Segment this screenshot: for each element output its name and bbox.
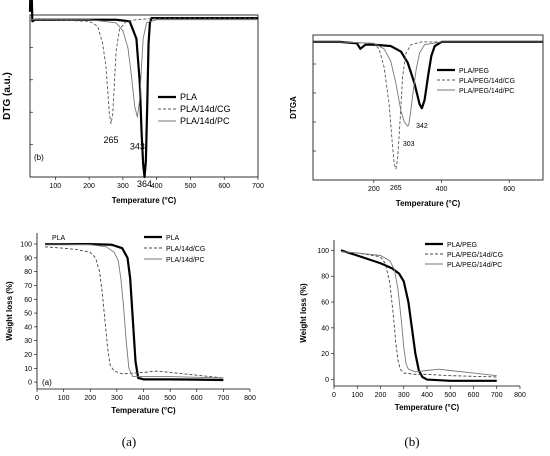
y-tick-label: 30	[24, 338, 32, 345]
peak-annotation: 343	[130, 141, 145, 151]
legend-label: PLA/14d/PC	[180, 116, 230, 126]
x-tick-label: 600	[218, 183, 230, 190]
x-axis-title: Temperature (°C)	[395, 403, 460, 412]
x-axis-title: Temperature (°C)	[112, 196, 177, 205]
x-tick-label: 300	[398, 392, 410, 399]
legend-label: PLA/PEG/14d/CG	[447, 252, 503, 259]
x-axis-title: Temperature (°C)	[396, 199, 461, 208]
legend-label: PLA/14d/CG	[166, 246, 205, 253]
x-tick-label: 700	[491, 392, 503, 399]
caption-right: (b)	[404, 434, 419, 449]
y-tick-label: 100	[20, 242, 32, 249]
peak-annotation: 303	[403, 141, 415, 148]
series-line-pla	[44, 242, 224, 382]
y-tick-label: 100	[317, 248, 329, 255]
series-line-pla-14d-pc	[44, 243, 224, 379]
x-tick-label: 200	[83, 183, 95, 190]
x-tick-label: 700	[218, 395, 230, 402]
x-tick-label: 400	[151, 183, 163, 190]
panel-label: (a)	[42, 378, 52, 387]
y-axis-title: DTGA	[289, 96, 298, 119]
x-tick-label: 100	[49, 183, 61, 190]
series-line-pla-peg	[313, 40, 543, 110]
x-tick-label: 800	[244, 395, 256, 402]
x-tick-label: 0	[35, 395, 39, 402]
legend-label: PLA/PEG	[459, 68, 489, 75]
weight-loss-panel-right: 0 100 200 300 400 500 600 700 800 0 20 40 60 80 100 Tem…	[299, 240, 526, 412]
y-tick-label: 60	[321, 300, 329, 307]
x-tick-label: 500	[164, 395, 176, 402]
x-tick-label: 600	[468, 392, 480, 399]
legend-label: PLA	[180, 92, 197, 102]
x-tick-label: 400	[436, 186, 448, 193]
x-tick-label: 300	[117, 183, 129, 190]
x-tick-label: 0	[332, 392, 336, 399]
plot-frame	[312, 34, 544, 181]
x-tick-label: 300	[111, 395, 123, 402]
x-tick-label: 200	[375, 392, 387, 399]
x-tick-label: 500	[185, 183, 197, 190]
dtg-panel-left: 100 200 300 400 500 600 700 Temperature (°C) DTG…	[2, 0, 264, 205]
y-tick-label: 60	[24, 297, 32, 304]
series-line-pla-14d-cg	[30, 17, 258, 124]
series-line-pla-peg-14d-pc	[340, 251, 497, 377]
x-tick-label: 500	[444, 392, 456, 399]
legend-label: PLA/PEG/14d/PC	[447, 262, 502, 269]
x-tick-label: 100	[58, 395, 70, 402]
peak-annotation: 265	[390, 185, 402, 192]
weight-loss-panel-left: 0 100 200 300 400 500 600 700 800 0 10 20 30 40 50 60 70…	[5, 233, 256, 415]
series-line-pla-14d-pc	[30, 19, 258, 118]
x-tick-label: 400	[421, 392, 433, 399]
y-tick-label: 20	[24, 352, 32, 359]
series-line-pla-peg-14d-pc	[313, 41, 543, 127]
panel-label: (b)	[34, 153, 44, 162]
y-tick-label: 0	[28, 380, 32, 387]
series-line-pla-peg	[340, 249, 497, 382]
y-tick-label: 10	[24, 366, 32, 373]
legend-label: PLA/14d/CG	[180, 104, 231, 114]
legend-label: PLA/PEG	[447, 242, 477, 249]
y-tick-label: 70	[24, 283, 32, 290]
peak-annotation: 364	[137, 179, 152, 189]
y-tick-label: 40	[321, 325, 329, 332]
x-tick-label: 600	[503, 186, 515, 193]
legend-label: PLA/PEG/14d/PC	[459, 88, 514, 95]
x-tick-label: 200	[368, 186, 380, 193]
y-tick-label: 80	[321, 274, 329, 281]
x-tick-label: 200	[84, 395, 96, 402]
x-tick-label: 800	[514, 392, 526, 399]
x-tick-label: 400	[138, 395, 150, 402]
y-tick-label: 40	[24, 324, 32, 331]
y-axis-title: DTG (a.u.)	[2, 72, 13, 120]
caption-left: (a)	[122, 434, 136, 449]
series-line-pla-peg-14d-cg	[340, 251, 497, 378]
y-tick-label: 50	[24, 311, 32, 318]
y-tick-label: 20	[321, 351, 329, 358]
series-line-pla-14d-cg	[44, 246, 224, 379]
legend-label: PLA/14d/PC	[166, 257, 205, 264]
y-axis-title: Weight loss (%)	[5, 281, 14, 341]
x-tick-label: 700	[252, 183, 264, 190]
legend-label: PLA	[166, 235, 180, 242]
dtga-panel-right: 200 400 600 Temperature (°C) DTGA PLA/PEG PLA/…	[289, 34, 544, 208]
x-axis-title: Temperature (°C)	[111, 406, 176, 415]
x-tick-label: 600	[191, 395, 203, 402]
y-tick-label: 80	[24, 269, 32, 276]
series-line-pla-peg-14d-cg	[313, 41, 543, 170]
y-tick-label: 90	[24, 255, 32, 262]
curve-label: PLA	[52, 235, 66, 242]
peak-annotation: 342	[416, 123, 428, 130]
legend-label: PLA/PEG/14d/CG	[459, 78, 515, 85]
y-axis-title: Weight loss (%)	[299, 283, 308, 343]
x-tick-label: 100	[351, 392, 363, 399]
peak-annotation: 265	[104, 135, 119, 145]
y-tick-label: 0	[325, 377, 329, 384]
